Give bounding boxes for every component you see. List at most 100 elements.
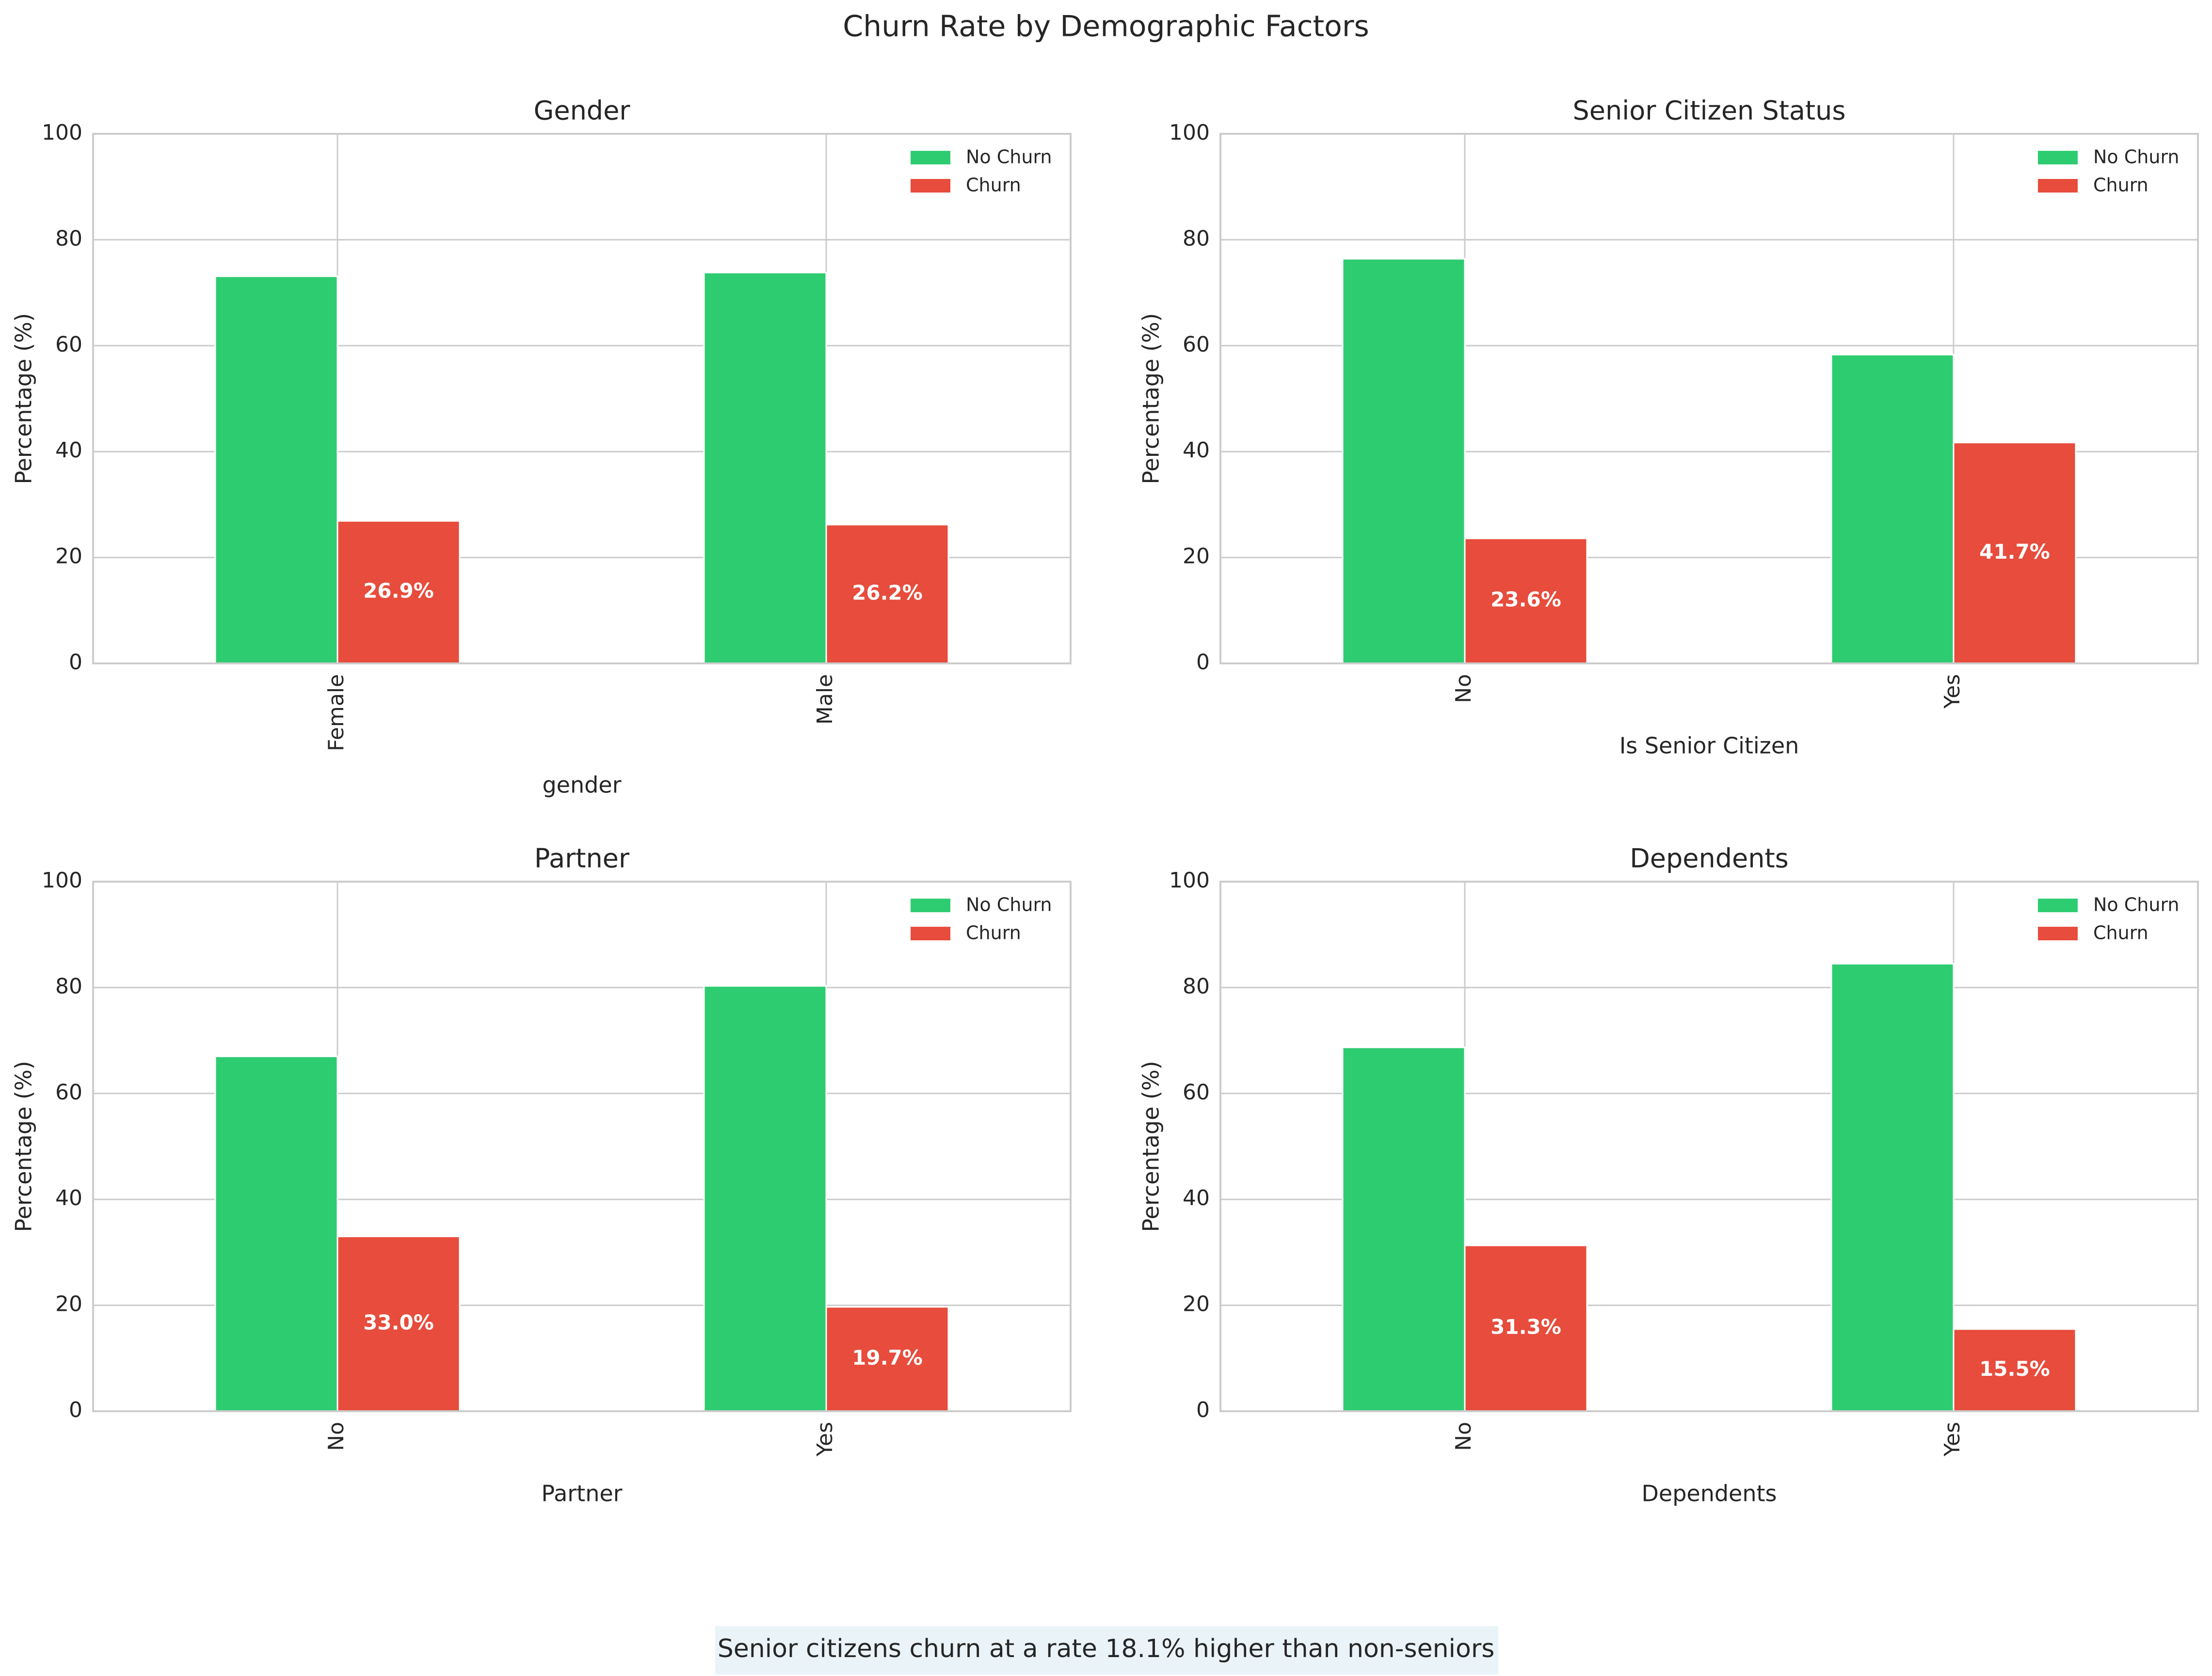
subplot-title: Gender (534, 96, 631, 126)
footnote-box (715, 1626, 1498, 1675)
x-tick-label: Female (324, 674, 349, 751)
y-tick-label: 0 (69, 1398, 82, 1422)
y-tick-label: 60 (55, 1080, 82, 1105)
y-axis-label: Percentage (%) (11, 313, 37, 484)
legend-label: Churn (2093, 175, 2148, 196)
bar-value-label: 31.3% (1491, 1315, 1561, 1339)
x-axis-label: Partner (541, 1481, 622, 1507)
bar-value-label: 15.5% (1979, 1357, 2050, 1381)
bar-no-churn-no (1342, 1047, 1466, 1412)
subplot-title: Dependents (1630, 843, 1789, 874)
plot-frame (1219, 133, 2199, 664)
legend: No Churn Churn (911, 894, 1052, 944)
y-tick-label: 40 (1183, 1186, 1210, 1210)
legend-swatch-churn (2038, 927, 2078, 940)
legend-swatch-no-churn (911, 151, 950, 164)
subplot-1: 26.9% 26.2% 0 20 40 60 80 100 Female Male gender Pe… (11, 96, 1072, 798)
bar-no-churn-female (214, 275, 338, 664)
y-axis-label: Percentage (%) (11, 1061, 37, 1232)
plot-frame (92, 881, 1072, 1412)
bar-no-churn-no (1342, 258, 1466, 664)
bar-churn-no (1464, 537, 1588, 664)
y-tick-label: 40 (1183, 438, 1210, 463)
x-tick-label: Yes (813, 1422, 837, 1457)
bar-churn-yes (1953, 442, 2077, 664)
legend-label: No Churn (2093, 894, 2180, 916)
legend-label: No Churn (2093, 146, 2180, 168)
subplot-title: Senior Citizen Status (1572, 96, 1845, 126)
y-tick-label: 100 (42, 120, 82, 145)
footnote-text: Senior citizens churn at a rate 18.1% hi… (718, 1634, 1495, 1663)
y-tick-label: 0 (1196, 1398, 1210, 1422)
figure-title: Churn Rate by Demographic Factors (843, 10, 1369, 44)
subplot-4: 31.3% 15.5% 0 20 40 60 80 100 No Yes Dependents Per… (1138, 843, 2199, 1507)
y-tick-label: 20 (1183, 1292, 1210, 1317)
bar-churn-yes (1953, 1328, 2077, 1412)
y-tick-label: 100 (1169, 868, 1210, 893)
y-axis-label: Percentage (%) (1138, 313, 1164, 484)
bar-value-label: 19.7% (852, 1346, 923, 1370)
legend-label: Churn (2093, 922, 2148, 944)
bar-churn-no (337, 1236, 461, 1412)
bar-no-churn-yes (703, 985, 827, 1412)
bar-value-label: 41.7% (1979, 540, 2050, 564)
plot-frame (92, 133, 1072, 664)
y-tick-label: 0 (1196, 650, 1210, 675)
legend-swatch-churn (911, 179, 950, 193)
x-tick-label: Yes (1940, 1422, 1965, 1457)
y-tick-label: 60 (55, 332, 82, 357)
legend-label: No Churn (966, 894, 1052, 916)
bar-value-label: 23.6% (1491, 588, 1561, 612)
legend-label: Churn (966, 922, 1021, 944)
x-axis-label: Dependents (1641, 1481, 1777, 1507)
bar-no-churn-no (214, 1055, 338, 1412)
legend-swatch-churn (911, 927, 950, 940)
y-tick-label: 80 (55, 974, 82, 999)
y-tick-label: 20 (55, 1292, 82, 1317)
legend: No Churn Churn (2038, 146, 2180, 196)
y-tick-label: 40 (55, 438, 82, 463)
subplot-title: Partner (534, 843, 630, 874)
y-tick-label: 20 (1183, 544, 1210, 569)
x-tick-label: No (324, 1422, 349, 1451)
y-tick-label: 100 (42, 868, 82, 893)
y-tick-label: 80 (55, 226, 82, 251)
bar-churn-yes (825, 1306, 949, 1412)
x-tick-label: Yes (1940, 674, 1965, 709)
bar-churn-no (1464, 1244, 1588, 1412)
bar-value-label: 26.9% (363, 579, 434, 603)
bar-value-label: 33.0% (363, 1310, 434, 1334)
x-tick-label: No (1451, 674, 1476, 703)
bar-churn-female (337, 520, 461, 664)
y-axis-label: Percentage (%) (1138, 1061, 1164, 1232)
bar-no-churn-yes (1830, 963, 1955, 1412)
x-axis-label: gender (542, 772, 621, 798)
x-axis-label: Is Senior Citizen (1619, 733, 1799, 759)
legend-label: No Churn (966, 146, 1052, 168)
y-tick-label: 100 (1169, 120, 1210, 145)
bar-no-churn-yes (1830, 354, 1955, 664)
legend-swatch-no-churn (2038, 151, 2078, 164)
y-tick-label: 40 (55, 1186, 82, 1210)
legend-swatch-churn (2038, 179, 2078, 193)
y-tick-label: 60 (1183, 1080, 1210, 1105)
bar-no-churn-male (703, 272, 827, 664)
y-tick-label: 80 (1183, 226, 1210, 251)
legend-swatch-no-churn (2038, 899, 2078, 912)
x-tick-label: Male (813, 674, 837, 725)
legend: No Churn Churn (911, 146, 1052, 196)
legend: No Churn Churn (2038, 894, 2180, 944)
y-tick-label: 0 (69, 650, 82, 675)
y-tick-label: 80 (1183, 974, 1210, 999)
legend-swatch-no-churn (911, 899, 950, 912)
bar-value-label: 26.2% (852, 580, 923, 604)
subplots-container: 26.9% 26.2% 0 20 40 60 80 100 Female Male gender Pe… (11, 96, 2199, 1507)
legend-label: Churn (966, 175, 1021, 196)
y-tick-label: 20 (55, 544, 82, 569)
y-tick-label: 60 (1183, 332, 1210, 357)
x-tick-label: No (1451, 1422, 1476, 1451)
subplot-3: 33.0% 19.7% 0 20 40 60 80 100 No Yes Partner Percen… (11, 843, 1072, 1507)
bar-churn-male (825, 524, 949, 664)
subplot-2: 23.6% 41.7% 0 20 40 60 80 100 No Yes Is Senior Cit… (1138, 96, 2199, 759)
